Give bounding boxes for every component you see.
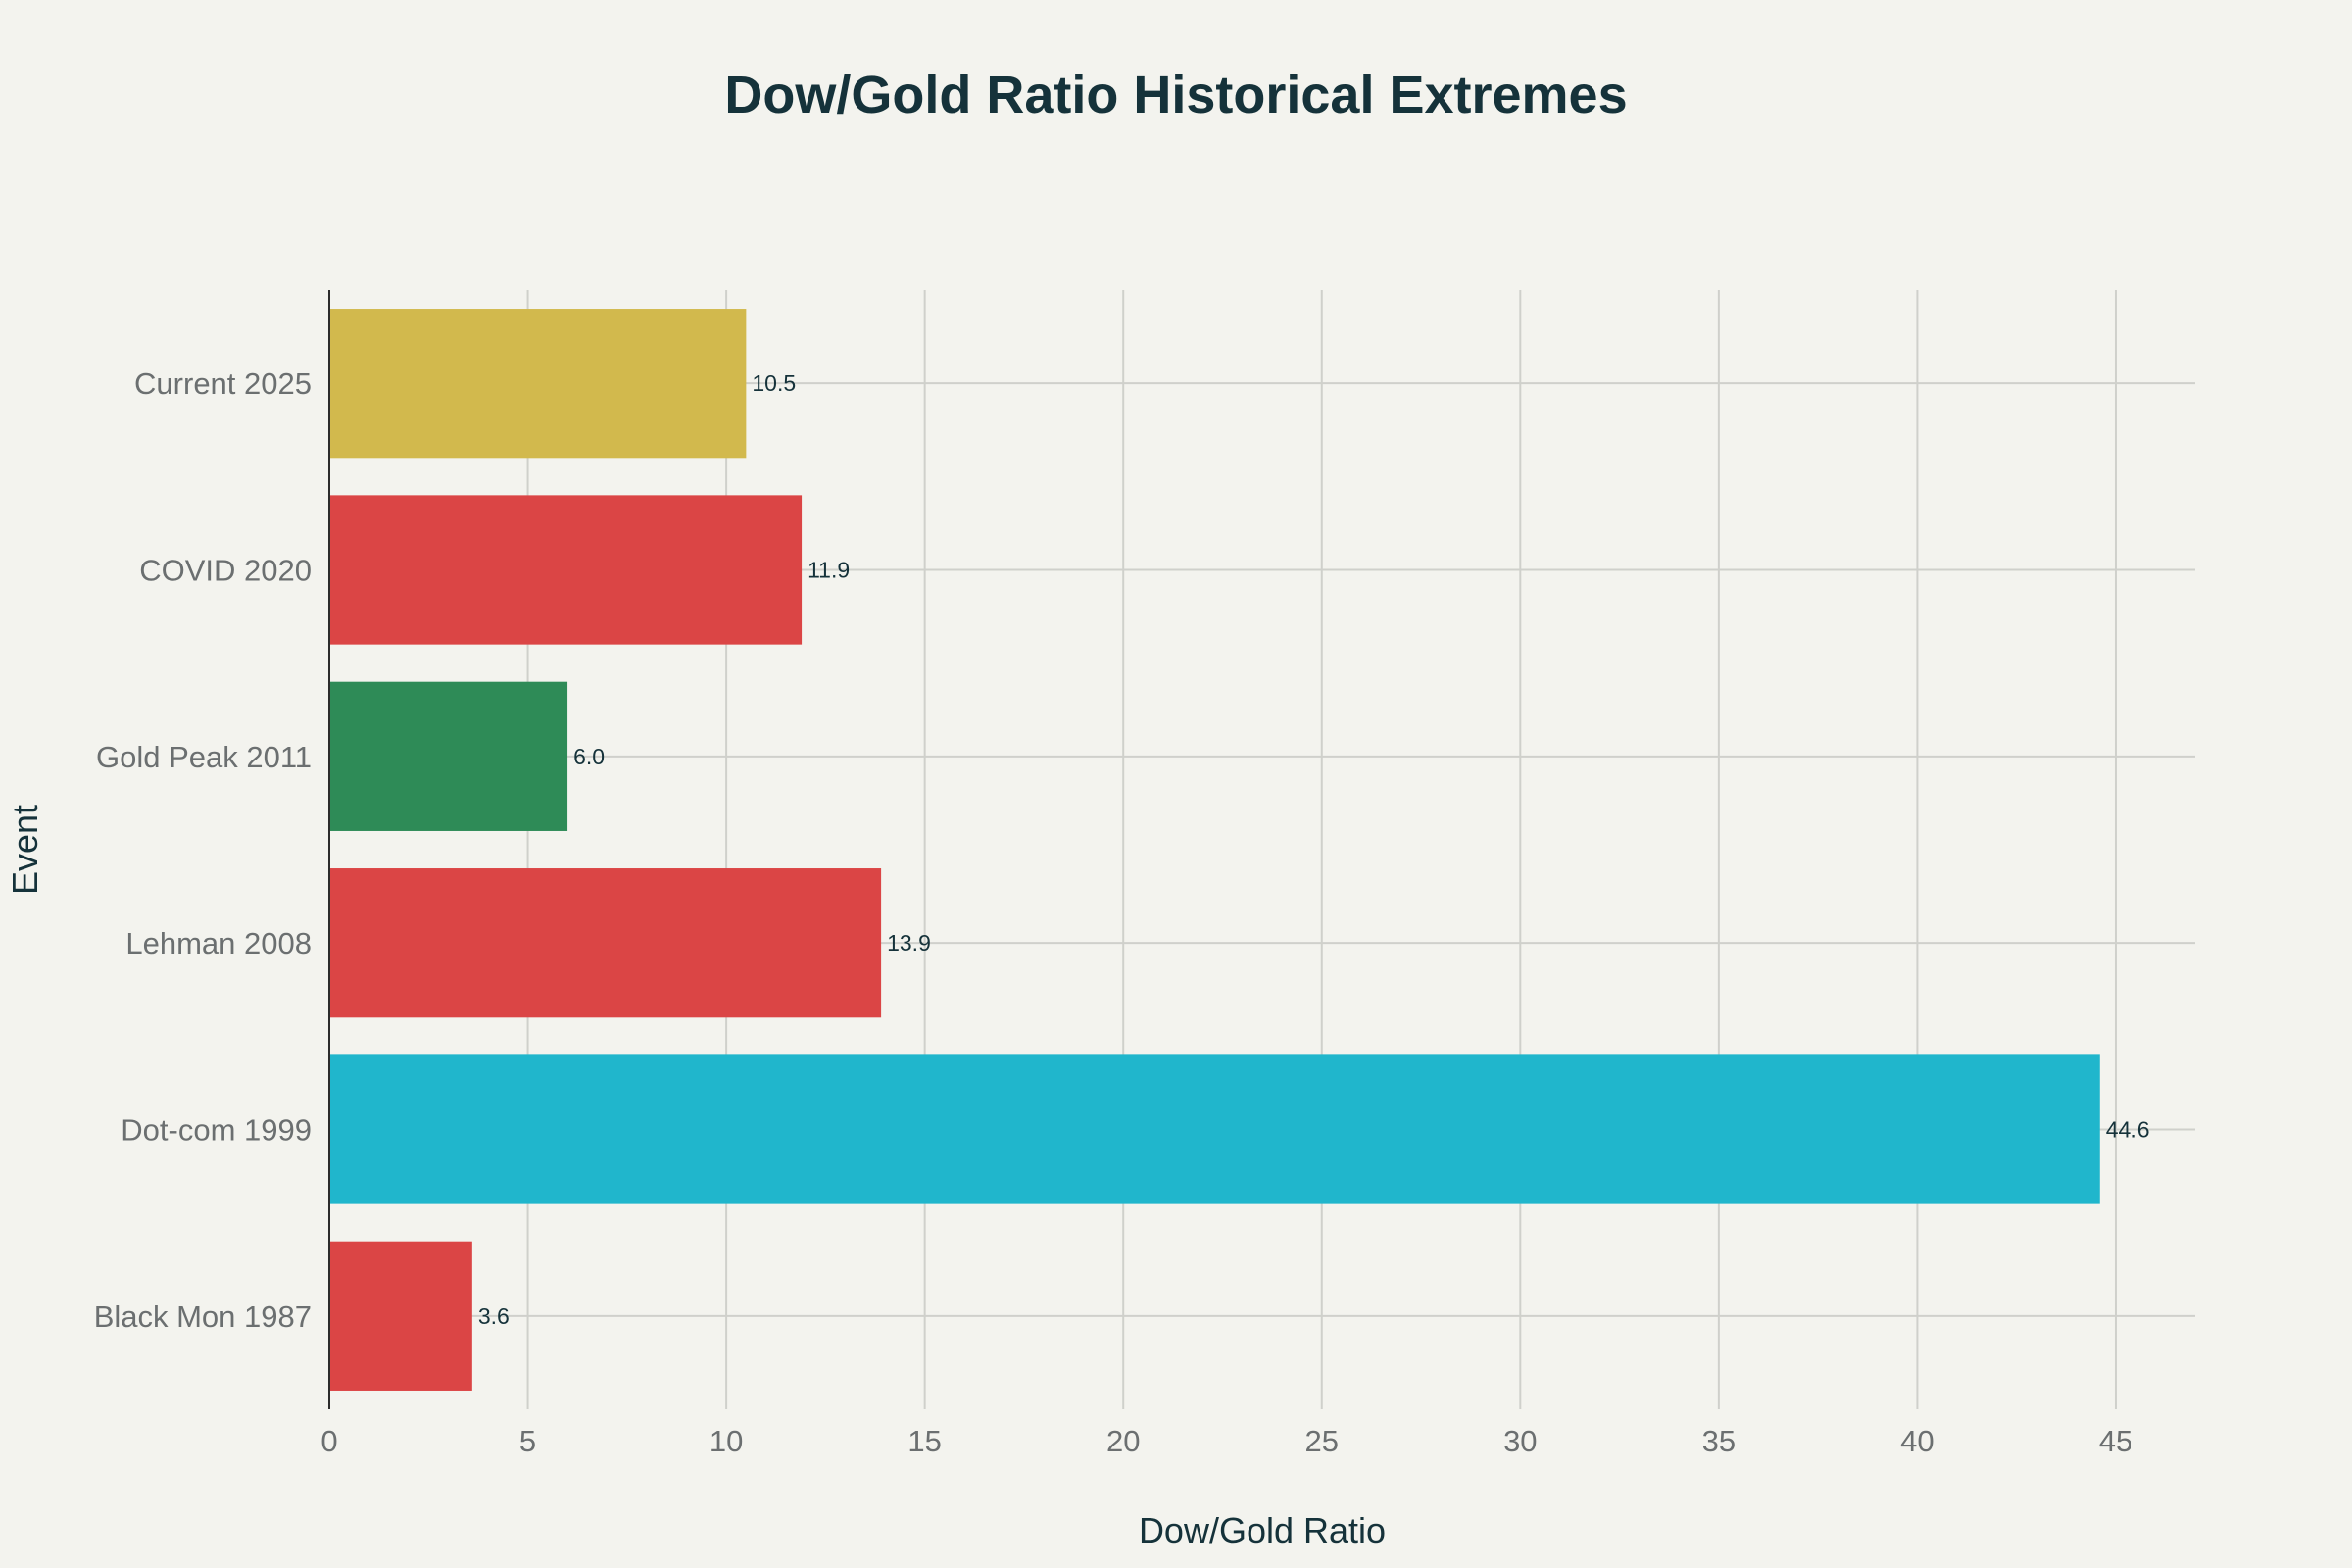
chart-title: Dow/Gold Ratio Historical Extremes [724,66,1627,124]
y-tick-label-current-2025: Current 2025 [134,367,312,401]
bars [329,309,2100,1391]
bar-black-mon-1987 [329,1241,472,1391]
x-tick-label-45: 45 [2099,1424,2132,1458]
data-label-covid-2020: 11.9 [808,558,850,583]
bar-gold-peak-2011 [329,681,568,831]
x-tick-label-30: 30 [1503,1424,1537,1458]
x-tick-labels: 0 5 10 15 20 25 30 35 40 45 [320,1424,2132,1458]
bar-dot-com-1999 [329,1054,2100,1204]
bar-current-2025 [329,309,747,459]
bar-covid-2020 [329,495,803,645]
y-tick-label-lehman-2008: Lehman 2008 [125,926,312,960]
x-tick-label-15: 15 [907,1424,941,1458]
x-tick-label-0: 0 [320,1424,337,1458]
y-tick-label-black-mon-1987: Black Mon 1987 [94,1299,312,1334]
data-label-black-mon-1987: 3.6 [478,1303,510,1329]
y-tick-label-gold-peak-2011: Gold Peak 2011 [96,740,312,774]
x-axis-title: Dow/Gold Ratio [1139,1510,1386,1550]
data-label-dot-com-1999: 44.6 [2106,1117,2150,1143]
x-tick-label-20: 20 [1106,1424,1140,1458]
y-tick-label-covid-2020: COVID 2020 [139,554,312,588]
data-labels: 10.5 11.9 6.0 13.9 44.6 3.6 [478,370,2150,1329]
x-tick-label-40: 40 [1900,1424,1934,1458]
y-tick-label-dot-com-1999: Dot-com 1999 [121,1113,312,1148]
data-label-lehman-2008: 13.9 [887,930,931,956]
data-label-current-2025: 10.5 [752,370,796,396]
x-tick-label-25: 25 [1305,1424,1339,1458]
bar-lehman-2008 [329,868,882,1018]
y-axis-title: Event [5,805,45,895]
x-tick-label-35: 35 [1702,1424,1736,1458]
x-tick-label-5: 5 [519,1424,536,1458]
x-tick-label-10: 10 [710,1424,743,1458]
y-tick-labels: Current 2025 COVID 2020 Gold Peak 2011 Lehm… [94,367,312,1334]
data-label-gold-peak-2011: 6.0 [573,744,605,769]
